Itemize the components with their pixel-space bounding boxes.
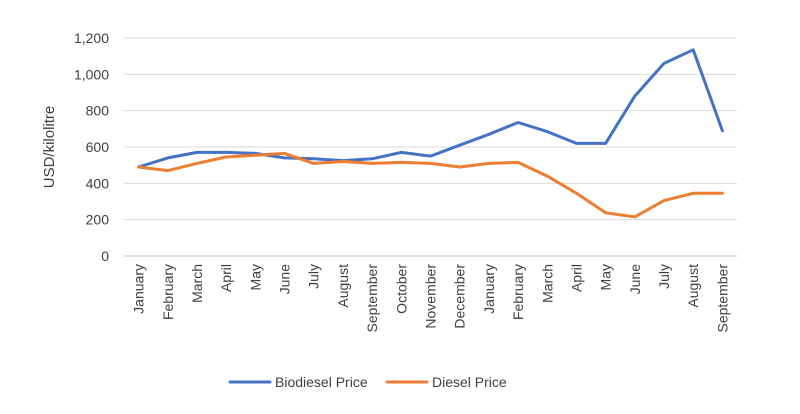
x-tick-label: September (714, 264, 730, 333)
x-tick-label: August (335, 264, 351, 308)
x-tick-label: February (160, 264, 176, 320)
x-tick-label: March (189, 264, 205, 303)
series-line-diesel (137, 151, 724, 219)
x-tick-label: October (393, 264, 409, 314)
y-tick-label: 800 (86, 103, 110, 119)
y-axis-ticks: 0 200 400 600 800 1,000 1,200 (74, 30, 109, 264)
x-tick-label: September (364, 264, 380, 333)
x-tick-label: July (306, 264, 322, 289)
x-tick-label: April (218, 264, 234, 292)
y-tick-label: 400 (86, 175, 110, 191)
y-tick-label: 0 (101, 248, 109, 264)
x-axis-ticks: January February March April May June July Augu… (131, 264, 731, 333)
x-tick-label: November (423, 264, 439, 329)
legend: Biodiesel Price Diesel Price (228, 374, 507, 390)
x-tick-label: February (510, 264, 526, 320)
y-axis-label: USD/kilolitre (41, 106, 58, 189)
y-tick-label: 600 (86, 139, 110, 155)
x-tick-label: May (247, 264, 263, 290)
x-tick-label: July (656, 264, 672, 289)
y-tick-label: 1,000 (74, 66, 109, 82)
y-tick-label: 1,200 (74, 30, 109, 46)
x-tick-label: December (452, 264, 468, 329)
x-tick-label: January (131, 264, 147, 314)
x-tick-label: June (627, 264, 643, 295)
series-line-biodiesel (137, 48, 724, 169)
x-tick-label: June (277, 264, 293, 295)
legend-label: Diesel Price (432, 374, 507, 390)
y-tick-label: 200 (86, 212, 110, 228)
series-lines (137, 48, 724, 219)
grid-lines (124, 37, 737, 221)
x-tick-label: March (539, 264, 555, 303)
x-tick-label: January (481, 264, 497, 314)
legend-label: Biodiesel Price (275, 374, 368, 390)
x-tick-label: August (685, 264, 701, 308)
x-tick-label: May (598, 264, 614, 290)
x-tick-label: April (568, 264, 584, 292)
